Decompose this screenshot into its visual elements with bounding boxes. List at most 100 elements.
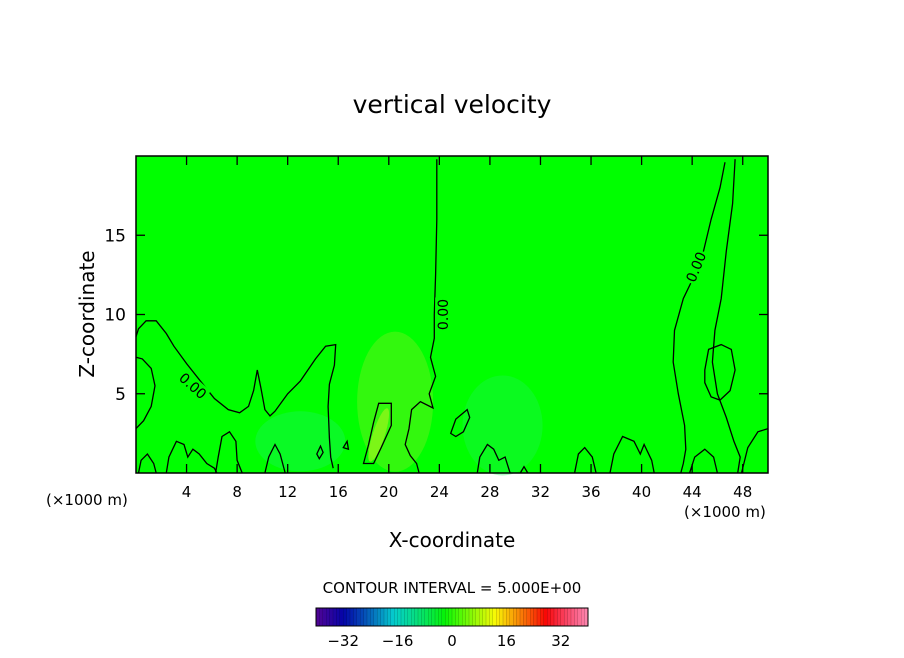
contour-labels: 0.000.000.00	[174, 248, 710, 404]
colorbar-cell	[387, 608, 392, 626]
colorbar-cell	[411, 608, 415, 626]
colorbar-cell	[455, 608, 460, 626]
colorbar-cell	[557, 608, 562, 626]
colorbar-cell	[496, 608, 500, 626]
colorbar-frame	[315, 607, 589, 627]
colorbar-cell	[520, 608, 524, 626]
colorbar-cell	[509, 608, 514, 626]
contour-label: 0.00	[436, 299, 452, 330]
colorbar-cell	[346, 608, 351, 626]
colorbar-cell	[435, 608, 439, 626]
colorbar-cell	[503, 608, 507, 626]
colorbar-cell	[438, 608, 443, 626]
colorbar-cell	[492, 608, 497, 626]
contour-line	[740, 427, 769, 474]
x-tick-label: 12	[278, 483, 297, 501]
colorbar-cell	[469, 608, 473, 626]
x-tick-label: 48	[733, 483, 752, 501]
contour-line	[135, 356, 156, 430]
colorbar-cell	[350, 608, 354, 626]
colorbar-cell	[414, 608, 419, 626]
colorbar: −32 −16 0 16 32	[315, 607, 589, 650]
contour-line	[573, 446, 597, 474]
colorbar-cell	[373, 608, 378, 626]
colorbar-cell	[560, 608, 565, 626]
colorbar-cell	[353, 608, 358, 626]
colorbar-cell	[445, 608, 449, 626]
contour-label-halo	[174, 368, 211, 404]
colorbar-cell	[584, 608, 589, 626]
colorbar-cell	[319, 608, 324, 626]
x-tick-label: 16	[329, 483, 348, 501]
colorbar-cell	[360, 608, 364, 626]
colorbar-cell	[458, 608, 463, 626]
x-tick-label: 20	[379, 483, 398, 501]
colorbar-cell	[356, 608, 361, 626]
contour-line	[264, 443, 286, 474]
colorbar-cell	[486, 608, 490, 626]
velocity-shading	[255, 331, 543, 476]
contour-line	[711, 159, 741, 474]
x-axis: 4 8 12 16 20 24 28 32 36 40 44 48	[182, 156, 752, 501]
colorbar-cell	[370, 608, 375, 626]
contour-cell	[362, 402, 392, 465]
colorbar-cell	[516, 608, 521, 626]
colorbar-cell	[581, 608, 585, 626]
colorbar-cell	[367, 608, 371, 626]
colorbar-cell	[513, 608, 517, 626]
contour-line	[688, 448, 719, 474]
colorbar-cell	[326, 608, 330, 626]
colorbar-cell	[533, 608, 538, 626]
colorbar-cell	[574, 608, 579, 626]
colorbar-tick-label: 32	[551, 632, 570, 650]
colorbar-cell	[462, 608, 466, 626]
colorbar-cell	[489, 608, 494, 626]
x-axis-label: X-coordinate	[389, 528, 516, 552]
x-tick-label: 44	[683, 483, 702, 501]
colorbar-cell	[554, 608, 558, 626]
colorbar-cell	[547, 608, 551, 626]
colorbar-tick-label: 0	[447, 632, 457, 650]
chart-title: vertical velocity	[353, 90, 552, 119]
colorbar-cell	[577, 608, 582, 626]
contour-label-halo	[435, 297, 452, 332]
colorbar-cell	[333, 608, 337, 626]
colorbar-cell	[421, 608, 426, 626]
y-axis-label: Z-coordinate	[75, 250, 99, 377]
colorbar-cell	[401, 608, 405, 626]
colorbar-cell	[526, 608, 531, 626]
x-unit-right: (×1000 m)	[684, 503, 766, 521]
colorbar-cell	[384, 608, 388, 626]
colorbar-cell	[377, 608, 381, 626]
colorbar-cell	[482, 608, 487, 626]
contour-interval-label: CONTOUR INTERVAL = 5.000E+00	[323, 579, 582, 597]
colorbar-cell	[537, 608, 541, 626]
x-tick-label: 32	[531, 483, 550, 501]
contour-line	[609, 435, 655, 474]
colorbar-tick-label: −16	[382, 632, 414, 650]
colorbar-cell	[390, 608, 395, 626]
colorbar-tick-label: 16	[497, 632, 516, 650]
contour-cell	[342, 439, 350, 451]
colorbar-cell	[418, 608, 422, 626]
colorbar-cell	[472, 608, 477, 626]
colorbar-cell	[530, 608, 534, 626]
contour-line	[519, 465, 529, 474]
colorbar-cell	[475, 608, 480, 626]
colorbar-cell	[550, 608, 555, 626]
colorbar-cell	[336, 608, 341, 626]
x-tick-label: 24	[430, 483, 449, 501]
colorbar-cell	[506, 608, 511, 626]
colorbar-cell	[567, 608, 572, 626]
y-axis: 5 10 15	[104, 226, 768, 405]
contour-line	[135, 320, 337, 469]
colorbar-cell	[428, 608, 432, 626]
updraft-core	[368, 408, 390, 462]
colorbar-cell	[441, 608, 446, 626]
colorbar-cell	[465, 608, 470, 626]
colorbar-tick-label: −32	[327, 632, 359, 650]
colorbar-cell	[424, 608, 429, 626]
contour-line	[672, 162, 726, 474]
colorbar-cell	[452, 608, 456, 626]
